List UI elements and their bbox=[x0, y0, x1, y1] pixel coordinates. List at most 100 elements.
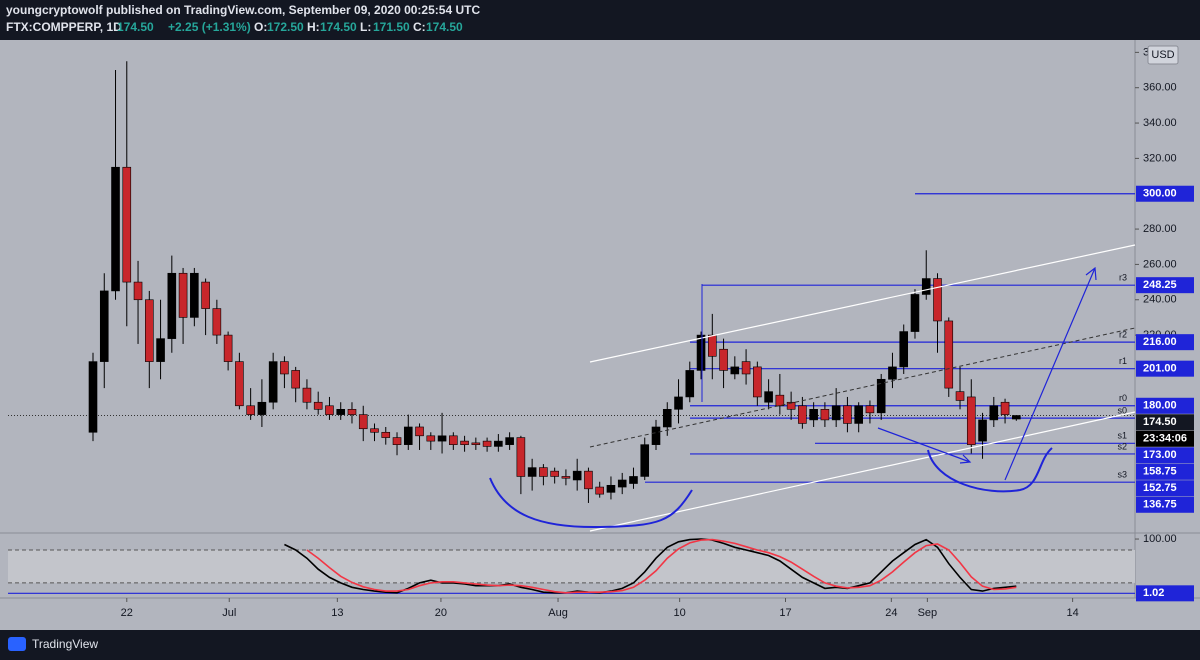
candle-body bbox=[572, 470, 582, 481]
candle-body bbox=[966, 396, 976, 445]
candle-body bbox=[145, 299, 154, 362]
candle-body bbox=[854, 405, 863, 424]
price-tag-label: 180.00 bbox=[1143, 400, 1177, 412]
candle-body bbox=[1000, 401, 1010, 415]
candle-body bbox=[595, 486, 605, 495]
brand: TradingView bbox=[32, 637, 98, 651]
candle-body bbox=[381, 431, 391, 438]
x-tick-label: 20 bbox=[435, 607, 447, 619]
candle-body bbox=[617, 479, 627, 488]
curve bbox=[927, 447, 1053, 493]
author-line: youngcryptowolf published on TradingView… bbox=[6, 3, 480, 17]
y-tick-label: 100.00 bbox=[1143, 533, 1177, 545]
indicator-line bbox=[306, 538, 1017, 594]
candle-body bbox=[190, 272, 199, 318]
chart-bg bbox=[0, 40, 1200, 630]
candle-body bbox=[561, 476, 571, 479]
y-tick-label: 240.00 bbox=[1143, 294, 1177, 306]
candle-body bbox=[933, 278, 942, 322]
candle-body bbox=[437, 435, 447, 442]
candle-body bbox=[696, 334, 706, 371]
price-tag-label: 136.75 bbox=[1143, 499, 1177, 511]
ohlc-label: C: bbox=[413, 20, 426, 34]
x-tick-label: 22 bbox=[121, 607, 133, 619]
candle-body bbox=[426, 435, 436, 442]
ohlc-value: 172.50 bbox=[267, 20, 304, 34]
candle-body bbox=[201, 281, 210, 309]
candle-body bbox=[313, 401, 323, 410]
candle-body bbox=[843, 405, 852, 424]
drawings bbox=[489, 244, 1136, 532]
candle-body bbox=[640, 444, 650, 477]
price-tag-label: 248.25 bbox=[1143, 279, 1177, 291]
y-tick-label: 340.00 bbox=[1143, 117, 1177, 129]
candle-body bbox=[820, 409, 830, 421]
candle-body bbox=[629, 476, 638, 484]
currency: USD bbox=[1151, 49, 1174, 61]
price-tag bbox=[1136, 360, 1194, 377]
price-tag-label: 158.75 bbox=[1143, 466, 1177, 478]
level-name: r3 bbox=[1119, 273, 1127, 283]
price-tag-label: 1.02 bbox=[1143, 587, 1164, 599]
price-tag-label: 300.00 bbox=[1143, 188, 1177, 200]
channel-line bbox=[589, 244, 1136, 363]
candle-body bbox=[584, 470, 593, 490]
logo: TradingView bbox=[8, 637, 98, 651]
candle-body bbox=[99, 290, 109, 362]
candle-body bbox=[865, 405, 875, 414]
candle-body bbox=[775, 394, 785, 407]
candle-body bbox=[122, 166, 132, 283]
candle-body bbox=[978, 419, 987, 442]
candle-body bbox=[944, 320, 954, 389]
candle-body bbox=[1012, 415, 1021, 420]
candle-body bbox=[403, 426, 413, 445]
candle-body bbox=[674, 396, 683, 410]
candle-body bbox=[741, 361, 751, 375]
candle-body bbox=[156, 338, 165, 362]
candle-body bbox=[516, 437, 526, 477]
candle-body bbox=[449, 435, 458, 445]
level-name: s3 bbox=[1117, 470, 1127, 480]
candle-body bbox=[302, 387, 312, 403]
price-tag bbox=[1136, 185, 1194, 202]
candle-body bbox=[876, 378, 886, 414]
level-name: s2 bbox=[1117, 441, 1127, 451]
candle-body bbox=[719, 348, 728, 371]
y-tick-label: 280.00 bbox=[1143, 223, 1177, 235]
x-tick-label: Jul bbox=[222, 607, 236, 619]
logo-icon bbox=[8, 637, 26, 651]
curve bbox=[489, 477, 693, 529]
candle-body bbox=[178, 272, 188, 318]
channel-line bbox=[589, 411, 1136, 532]
countdown: 23:34:06 bbox=[1143, 433, 1187, 445]
candle-body bbox=[280, 361, 289, 375]
price-tag bbox=[1136, 585, 1194, 602]
header-bg bbox=[0, 0, 1200, 40]
x-tick-label: 14 bbox=[1066, 607, 1078, 619]
candle-body bbox=[358, 414, 368, 430]
candle-body bbox=[798, 405, 807, 424]
ohlc-value: 174.50 bbox=[320, 20, 357, 34]
price-tag-label: 174.50 bbox=[1143, 416, 1177, 428]
candle-body bbox=[910, 294, 920, 332]
y-tick-label: 260.00 bbox=[1143, 258, 1177, 270]
candle-body bbox=[831, 405, 841, 421]
candle-body bbox=[223, 334, 233, 362]
candle-body bbox=[809, 409, 818, 421]
candle-body bbox=[460, 440, 469, 445]
price-tag-label: 201.00 bbox=[1143, 363, 1177, 375]
candle-body bbox=[392, 437, 402, 445]
candle-body bbox=[685, 370, 695, 398]
price-tag bbox=[1136, 414, 1194, 431]
indicator-band bbox=[8, 550, 1135, 583]
candle-body bbox=[527, 467, 537, 477]
price-tag bbox=[1136, 463, 1194, 480]
candle-body bbox=[730, 366, 740, 375]
x-tick-label: Aug bbox=[548, 607, 568, 619]
candle-body bbox=[550, 470, 559, 477]
candle-body bbox=[325, 405, 334, 415]
countdown-box bbox=[1136, 430, 1194, 447]
candle-body bbox=[786, 401, 796, 410]
candle-body bbox=[246, 405, 255, 415]
